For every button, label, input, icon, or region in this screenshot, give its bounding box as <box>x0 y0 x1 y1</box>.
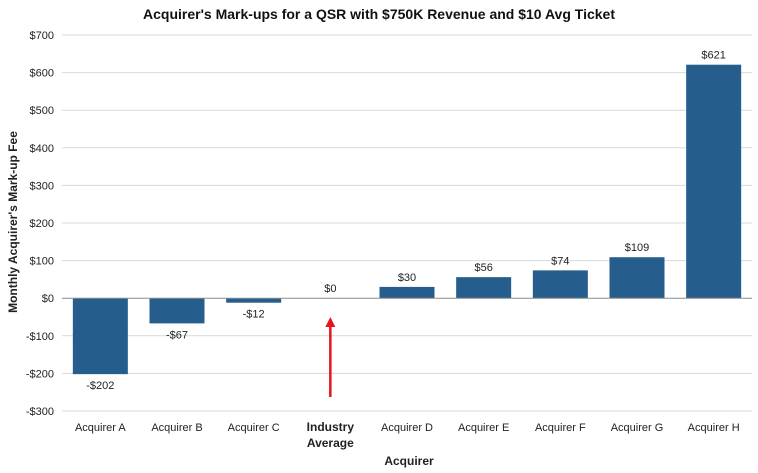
y-tick-label: $400 <box>30 143 54 155</box>
x-axis-label: Acquirer <box>384 454 434 468</box>
y-tick-label: $200 <box>30 218 54 230</box>
x-category-label: Acquirer C <box>228 422 280 434</box>
x-category-label: Average <box>307 436 354 450</box>
x-category-label: Acquirer G <box>611 422 664 434</box>
bars <box>72 64 742 375</box>
data-label: $74 <box>551 255 569 267</box>
bar <box>686 64 742 299</box>
arrow-head-icon <box>325 317 336 327</box>
data-label: $56 <box>474 262 492 274</box>
data-label: $30 <box>398 272 416 284</box>
x-category-label: Acquirer F <box>535 422 586 434</box>
y-tick-label: -$100 <box>26 331 54 343</box>
x-category-label: Acquirer D <box>381 422 433 434</box>
data-label: $621 <box>701 50 725 62</box>
data-label: $0 <box>324 283 336 295</box>
y-tick-label: $300 <box>30 180 54 192</box>
x-axis-categories: Acquirer A Acquirer B Acquirer C Industry Av… <box>75 420 740 450</box>
gridlines <box>62 34 752 412</box>
y-tick-label: $500 <box>30 105 54 117</box>
y-tick-label: $100 <box>30 256 54 268</box>
bar <box>532 270 588 299</box>
y-tick-label: -$200 <box>26 368 54 380</box>
data-label: $109 <box>625 242 649 254</box>
data-label: -$202 <box>86 380 114 392</box>
y-axis-ticks: -$300 -$200 -$100 $0 $100 $200 $300 $400 $500 $60… <box>26 30 54 418</box>
annotation <box>325 317 336 397</box>
y-axis-label: Monthly Acquirer's Mark-up Fee <box>6 131 20 313</box>
y-tick-label: $0 <box>42 293 54 305</box>
bar <box>609 257 665 299</box>
data-label: -$67 <box>166 329 188 341</box>
x-category-label: Industry <box>307 420 355 434</box>
x-category-label: Acquirer A <box>75 422 126 434</box>
bar <box>149 298 205 324</box>
x-category-label: Acquirer E <box>458 422 509 434</box>
data-label: -$12 <box>243 309 265 321</box>
bar <box>456 277 512 299</box>
bar <box>72 298 128 375</box>
bar <box>379 286 435 299</box>
x-category-label: Acquirer H <box>688 422 740 434</box>
chart-title: Acquirer's Mark-ups for a QSR with $750K… <box>143 6 615 22</box>
bar <box>226 298 282 303</box>
y-tick-label: -$300 <box>26 406 54 418</box>
y-tick-label: $600 <box>30 68 54 80</box>
x-category-label: Acquirer B <box>151 422 202 434</box>
y-tick-label: $700 <box>30 30 54 42</box>
data-labels: -$202 -$67 -$12 $0 $30 $56 $74 $109 $621 <box>86 50 726 392</box>
